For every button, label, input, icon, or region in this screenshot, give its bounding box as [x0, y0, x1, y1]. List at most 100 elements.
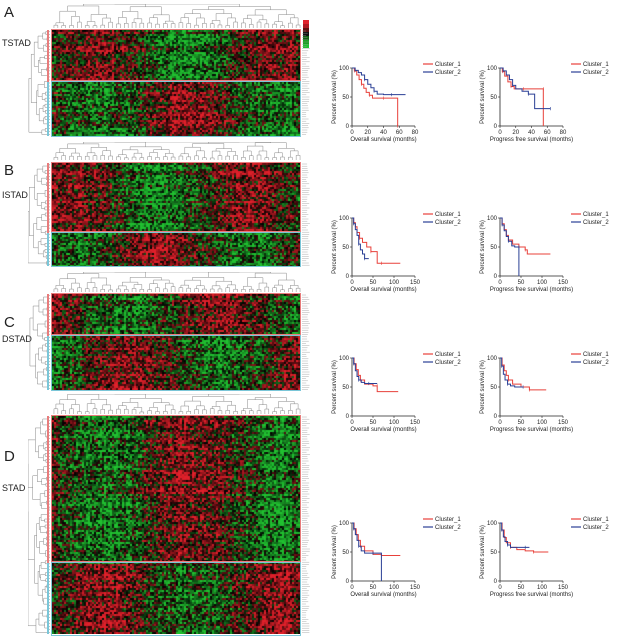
km-curve-cluster-2 — [500, 217, 520, 276]
column-dendrogram-tstad — [53, 4, 301, 28]
row-dendrogram-tstad — [28, 30, 50, 136]
x-tick-label: 100 — [537, 585, 548, 591]
x-tick-label: 50 — [370, 280, 377, 286]
subtype-label-istad: ISTAD — [2, 190, 28, 200]
x-tick-label: 50 — [518, 280, 525, 286]
x-tick-label: 50 — [370, 420, 377, 426]
cluster-1-bar — [47, 294, 49, 336]
y-axis-label: Percent survival (%) — [480, 220, 486, 274]
cluster-2-bar — [47, 82, 49, 136]
legend-label-cluster-2: Cluster_2 — [583, 525, 609, 531]
x-tick-label: 80 — [560, 130, 567, 136]
x-axis-label: Overall survival (months) — [350, 287, 416, 293]
y-tick-label: 0 — [346, 124, 350, 130]
y-axis-label: Percent survival (%) — [332, 360, 338, 414]
panel-letter-d: D — [4, 448, 15, 465]
x-tick-label: 0 — [498, 585, 502, 591]
legend-label-cluster-2: Cluster_2 — [583, 70, 609, 76]
x-tick-label: 60 — [544, 130, 551, 136]
x-tick-label: 150 — [558, 585, 569, 591]
x-tick-label: 0 — [350, 280, 354, 286]
heatmap-dstad — [52, 294, 300, 390]
y-tick-label: 0 — [346, 274, 350, 280]
legend-label-cluster-1: Cluster_1 — [583, 62, 609, 68]
x-tick-label: 150 — [410, 420, 421, 426]
column-dendrogram-stad — [53, 394, 301, 414]
x-tick-label: 150 — [410, 280, 421, 286]
row-dendrogram-dstad — [29, 294, 50, 390]
x-axis-label: Overall survival (months) — [350, 137, 416, 143]
y-tick-label: 0 — [346, 414, 350, 420]
x-tick-label: 100 — [537, 280, 548, 286]
km-curve-cluster-1 — [352, 217, 401, 264]
legend-label-cluster-1: Cluster_1 — [435, 62, 461, 68]
row-dendrogram-stad — [28, 416, 50, 634]
km-curve-cluster-1 — [500, 217, 551, 255]
cluster-1-box-istad — [51, 162, 301, 232]
column-dendrogram-istad — [53, 142, 301, 160]
y-tick-label: 50 — [342, 95, 349, 101]
x-tick-label: 0 — [350, 420, 354, 426]
cluster-1-box-dstad — [51, 293, 301, 335]
cluster-2-box-stad — [51, 562, 301, 636]
y-tick-label: 100 — [487, 66, 498, 72]
y-tick-label: 50 — [490, 385, 497, 391]
subtype-label-stad: STAD — [2, 483, 26, 493]
heatmap-istad — [52, 163, 300, 266]
legend-label-cluster-2: Cluster_2 — [435, 220, 461, 226]
y-tick-label: 50 — [342, 245, 349, 251]
y-axis-label: Percent survival (%) — [332, 220, 338, 274]
cluster-1-box-stad — [51, 415, 301, 562]
x-tick-label: 50 — [518, 585, 525, 591]
legend-label-cluster-1: Cluster_1 — [435, 517, 461, 523]
x-tick-label: 20 — [364, 130, 371, 136]
cluster-1-bar — [47, 416, 49, 563]
y-tick-label: 100 — [339, 66, 350, 72]
y-axis-label: Percent survival (%) — [332, 525, 338, 579]
legend-label-cluster-1: Cluster_1 — [583, 517, 609, 523]
y-axis-label: Percent survival (%) — [332, 70, 338, 124]
legend-label-cluster-2: Cluster_2 — [435, 360, 461, 366]
x-tick-label: 100 — [537, 420, 548, 426]
x-tick-label: 50 — [370, 585, 377, 591]
x-tick-label: 100 — [389, 585, 400, 591]
cluster-1-box-tstad — [51, 29, 301, 81]
y-tick-label: 50 — [342, 385, 349, 391]
km-curve-cluster-1 — [352, 357, 399, 393]
subtype-label-tstad: TSTAD — [2, 38, 31, 48]
x-tick-label: 150 — [558, 420, 569, 426]
y-tick-label: 50 — [342, 550, 349, 556]
x-tick-label: 0 — [498, 130, 502, 136]
cluster-2-bar — [47, 233, 49, 266]
cluster-2-bar — [47, 336, 49, 390]
x-tick-label: 60 — [396, 130, 403, 136]
x-tick-label: 0 — [498, 280, 502, 286]
row-label-ticks-istad — [302, 163, 310, 266]
x-tick-label: 150 — [410, 585, 421, 591]
x-tick-label: 100 — [389, 280, 400, 286]
y-tick-label: 50 — [490, 245, 497, 251]
cluster-1-bar — [47, 163, 49, 233]
x-axis-label: Progress free survival (months) — [490, 137, 573, 143]
x-tick-label: 40 — [380, 130, 387, 136]
panel-letter-a: A — [4, 4, 15, 21]
x-tick-label: 40 — [528, 130, 535, 136]
x-axis-label: Progress free survival (months) — [490, 592, 573, 598]
heatmap-stad — [52, 416, 300, 634]
y-tick-label: 100 — [487, 216, 498, 222]
y-tick-label: 100 — [487, 356, 498, 362]
legend-label-cluster-1: Cluster_1 — [435, 352, 461, 358]
y-tick-label: 0 — [494, 274, 498, 280]
row-label-ticks-stad — [302, 416, 310, 633]
x-tick-label: 100 — [389, 420, 400, 426]
km-curve-cluster-2 — [352, 522, 382, 581]
x-axis-label: Progress free survival (months) — [490, 427, 573, 433]
y-tick-label: 50 — [490, 95, 497, 101]
